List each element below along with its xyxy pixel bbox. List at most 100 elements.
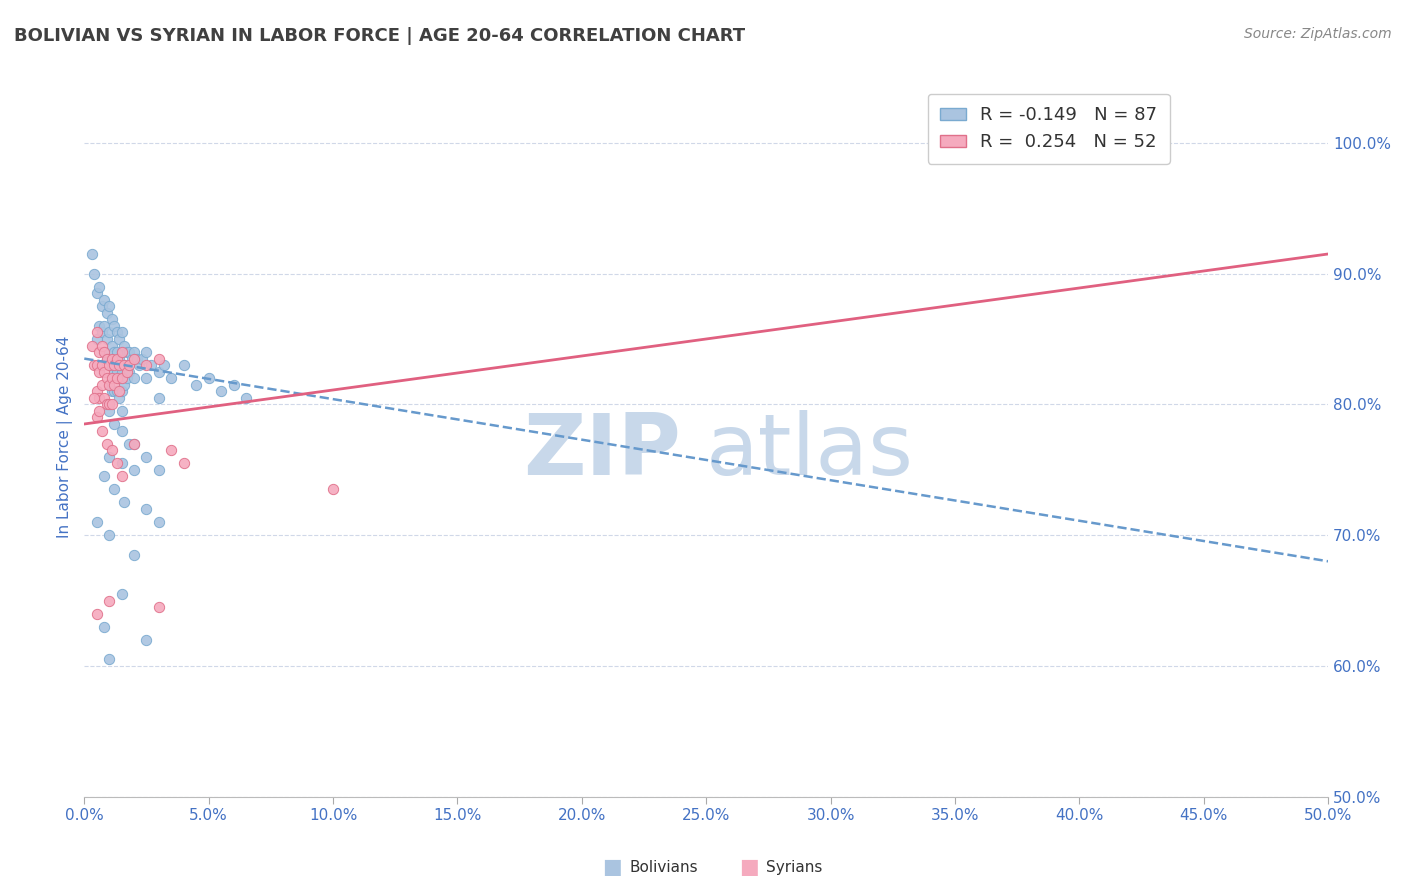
Point bbox=[110, 345, 132, 359]
Point bbox=[105, 371, 128, 385]
Text: ZIP: ZIP bbox=[523, 410, 682, 493]
Point bbox=[93, 469, 115, 483]
Point bbox=[122, 436, 145, 450]
Point bbox=[110, 365, 132, 379]
Point bbox=[105, 345, 128, 359]
Point bbox=[93, 345, 115, 359]
Point bbox=[108, 391, 131, 405]
Point bbox=[125, 351, 148, 366]
Point bbox=[98, 358, 121, 372]
Point bbox=[100, 351, 122, 366]
Point bbox=[118, 345, 141, 359]
Point bbox=[148, 365, 170, 379]
Point bbox=[98, 358, 121, 372]
Point bbox=[96, 397, 118, 411]
Point bbox=[121, 351, 143, 366]
Point bbox=[105, 456, 128, 470]
Point bbox=[118, 365, 141, 379]
Point bbox=[93, 318, 115, 333]
Point bbox=[93, 345, 115, 359]
Point bbox=[100, 358, 122, 372]
Point bbox=[103, 384, 125, 399]
Point bbox=[89, 279, 111, 293]
Point bbox=[148, 600, 170, 615]
Point bbox=[96, 332, 118, 346]
Point bbox=[98, 377, 121, 392]
Point bbox=[86, 515, 108, 529]
Point bbox=[135, 502, 157, 516]
Point bbox=[90, 326, 112, 340]
Point bbox=[100, 397, 122, 411]
Point bbox=[96, 371, 118, 385]
Point bbox=[108, 332, 131, 346]
Point bbox=[112, 495, 135, 509]
Point bbox=[86, 358, 108, 372]
Point bbox=[100, 338, 122, 352]
Point bbox=[96, 351, 118, 366]
Point bbox=[141, 358, 163, 372]
Y-axis label: In Labor Force | Age 20-64: In Labor Force | Age 20-64 bbox=[58, 336, 73, 538]
Point bbox=[98, 652, 121, 666]
Point bbox=[80, 247, 103, 261]
Point bbox=[96, 436, 118, 450]
Point bbox=[96, 351, 118, 366]
Point bbox=[110, 404, 132, 418]
Point bbox=[108, 351, 131, 366]
Point bbox=[197, 371, 219, 385]
Legend: R = -0.149   N = 87, R =  0.254   N = 52: R = -0.149 N = 87, R = 0.254 N = 52 bbox=[928, 94, 1170, 164]
Point bbox=[98, 326, 121, 340]
Point bbox=[148, 515, 170, 529]
Point bbox=[148, 351, 170, 366]
Point bbox=[110, 456, 132, 470]
Point bbox=[98, 397, 121, 411]
Point bbox=[173, 456, 195, 470]
Point bbox=[115, 345, 138, 359]
Point bbox=[122, 436, 145, 450]
Text: ■: ■ bbox=[602, 857, 621, 877]
Point bbox=[122, 351, 145, 366]
Point bbox=[105, 326, 128, 340]
Point bbox=[105, 351, 128, 366]
Point bbox=[135, 450, 157, 464]
Point bbox=[235, 391, 257, 405]
Point bbox=[98, 377, 121, 392]
Point bbox=[128, 358, 150, 372]
Point bbox=[89, 404, 111, 418]
Point bbox=[148, 463, 170, 477]
Point bbox=[115, 371, 138, 385]
Point bbox=[112, 377, 135, 392]
Point bbox=[98, 450, 121, 464]
Point bbox=[135, 345, 157, 359]
Point bbox=[110, 424, 132, 438]
Point bbox=[122, 463, 145, 477]
Point bbox=[98, 593, 121, 607]
Point bbox=[86, 332, 108, 346]
Point bbox=[105, 365, 128, 379]
Point bbox=[122, 548, 145, 562]
Point bbox=[122, 371, 145, 385]
Text: BOLIVIAN VS SYRIAN IN LABOR FORCE | AGE 20-64 CORRELATION CHART: BOLIVIAN VS SYRIAN IN LABOR FORCE | AGE … bbox=[14, 27, 745, 45]
Point bbox=[115, 365, 138, 379]
Point bbox=[83, 391, 105, 405]
Point bbox=[100, 443, 122, 458]
Point bbox=[112, 338, 135, 352]
Point bbox=[148, 391, 170, 405]
Point bbox=[222, 377, 245, 392]
Point bbox=[186, 377, 208, 392]
Text: ■: ■ bbox=[740, 857, 759, 877]
Point bbox=[153, 358, 176, 372]
Point bbox=[93, 293, 115, 307]
Point bbox=[86, 410, 108, 425]
Point bbox=[118, 358, 141, 372]
Point bbox=[160, 443, 183, 458]
Point bbox=[100, 384, 122, 399]
Point bbox=[103, 318, 125, 333]
Point bbox=[100, 371, 122, 385]
Point bbox=[105, 384, 128, 399]
Point bbox=[322, 483, 344, 497]
Text: Syrians: Syrians bbox=[766, 860, 823, 874]
Point bbox=[108, 384, 131, 399]
Point bbox=[122, 345, 145, 359]
Point bbox=[100, 312, 122, 326]
Point bbox=[90, 299, 112, 313]
